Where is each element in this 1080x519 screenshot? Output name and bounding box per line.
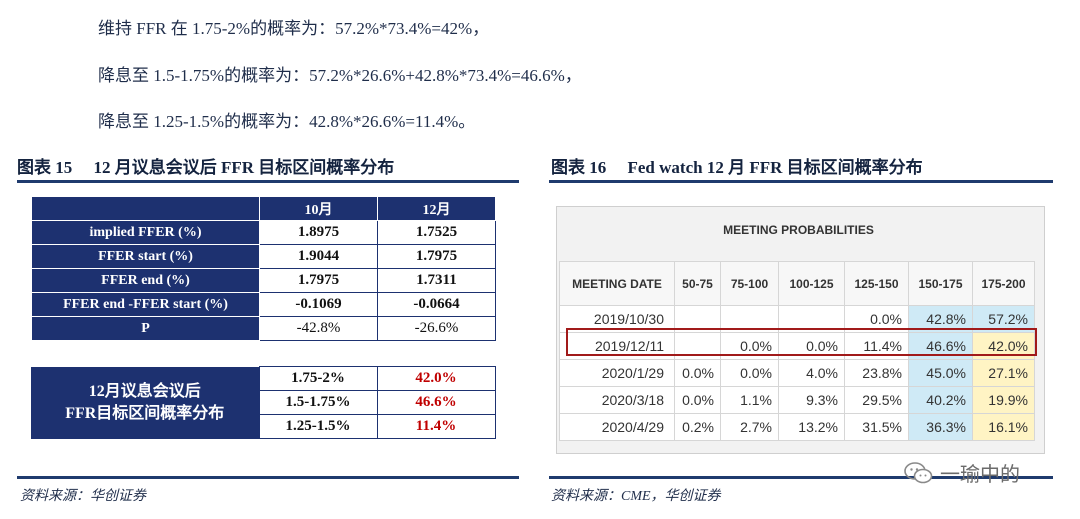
- row-label: implied FFER (%): [31, 220, 260, 245]
- row-value: 1.7311: [377, 268, 496, 293]
- highlighted-row-outline: [566, 328, 1037, 356]
- probability-cell: 42.0%: [376, 366, 496, 391]
- figure15-title-rule: [17, 180, 519, 183]
- probability-cell: 29.5%: [844, 386, 909, 414]
- probability-cell: 0.0%: [674, 386, 721, 414]
- distribution-label: 12月议息会议后 FFR目标区间概率分布: [31, 366, 259, 439]
- distribution-label-line1: 12月议息会议后: [88, 382, 201, 400]
- table-row: FFER end (%) 1.7975 1.7311: [31, 268, 496, 293]
- row-value: 1.9044: [259, 244, 378, 269]
- col-header-oct: 10月: [259, 196, 378, 221]
- probability-cell: 13.2%: [778, 413, 845, 441]
- col-header: 50-75: [674, 261, 721, 306]
- figure15-stats-table: 10月 12月 implied FFER (%) 1.8975 1.7525 F…: [31, 196, 496, 341]
- col-header: 175-200: [972, 261, 1035, 306]
- probability-cell: 1.1%: [720, 386, 779, 414]
- table-row: 2020/1/29 0.0% 0.0% 4.0% 23.8% 45.0% 27.…: [559, 359, 1035, 387]
- col-header: 75-100: [720, 261, 779, 306]
- probability-cell: 0.2%: [674, 413, 721, 441]
- figure16-title: 图表 16 Fed watch 12 月 FFR 目标区间概率分布: [551, 158, 923, 177]
- col-header: 150-175: [908, 261, 973, 306]
- empty-header-cell: [31, 196, 260, 221]
- range-cell: 1.75-2%: [258, 366, 378, 391]
- table-row: FFER start (%) 1.9044 1.7975: [31, 244, 496, 269]
- table-row: 12月议息会议后 FFR目标区间概率分布 1.75-2% 42.0%: [31, 366, 496, 439]
- probability-cell: 9.3%: [778, 386, 845, 414]
- figure15-distribution-table: 12月议息会议后 FFR目标区间概率分布 1.75-2% 42.0% 1.5-1…: [31, 366, 496, 439]
- table-row: 2020/4/29 0.2% 2.7% 13.2% 31.5% 36.3% 16…: [559, 413, 1035, 441]
- probability-cell: 45.0%: [908, 359, 973, 387]
- table-row: 2020/3/18 0.0% 1.1% 9.3% 29.5% 40.2% 19.…: [559, 386, 1035, 414]
- figure16-source: 资料来源：CME，华创证券: [551, 489, 721, 504]
- col-header: 125-150: [844, 261, 909, 306]
- row-value: 1.7975: [259, 268, 378, 293]
- row-value: -42.8%: [259, 316, 378, 341]
- row-value: 1.8975: [259, 220, 378, 245]
- table-row: P -42.8% -26.6%: [31, 316, 496, 341]
- range-cell: 1.25-1.5%: [258, 414, 378, 439]
- probability-cell: 0.0%: [674, 359, 721, 387]
- meeting-date-cell: 2020/1/29: [559, 359, 675, 387]
- text-line-2: 降息至 1.5-1.75%的概率为：57.2%*26.6%+42.8%*73.4…: [98, 66, 582, 85]
- row-value: -26.6%: [377, 316, 496, 341]
- text-line-3: 降息至 1.25-1.5%的概率为：42.8%*26.6%=11.4%。: [98, 112, 476, 131]
- row-label: FFER end -FFER start (%): [31, 292, 260, 317]
- row-value: -0.0664: [377, 292, 496, 317]
- row-value: 1.7525: [377, 220, 496, 245]
- table-header-row: 10月 12月: [31, 196, 496, 221]
- col-header: 100-125: [778, 261, 845, 306]
- table-row: FFER end -FFER start (%) -0.1069 -0.0664: [31, 292, 496, 317]
- text-line-1: 维持 FFR 在 1.75-2%的概率为：57.2%*73.4%=42%，: [98, 19, 490, 38]
- col-header: MEETING DATE: [559, 261, 675, 306]
- watermark: 一瑜中的: [904, 458, 1020, 490]
- row-value: -0.1069: [259, 292, 378, 317]
- distribution-label-line2: FFR目标区间概率分布: [65, 404, 225, 422]
- table-row: 1.25-1.5% 11.4%: [31, 414, 496, 439]
- wechat-icon: [904, 461, 934, 490]
- table-header-row: MEETING DATE 50-75 75-100 100-125 125-15…: [559, 261, 1035, 306]
- row-label: FFER end (%): [31, 268, 260, 293]
- figure15-title: 图表 15 12 月议息会议后 FFR 目标区间概率分布: [17, 158, 395, 177]
- figure16-title-rule: [549, 180, 1053, 183]
- range-cell: 1.5-1.75%: [258, 390, 378, 415]
- watermark-text: 一瑜中的: [940, 462, 1020, 486]
- probability-cell: 2.7%: [720, 413, 779, 441]
- table-row: implied FFER (%) 1.8975 1.7525: [31, 220, 496, 245]
- probability-cell: 19.9%: [972, 386, 1035, 414]
- probability-cell: 4.0%: [778, 359, 845, 387]
- figure15-source-rule: [17, 476, 519, 479]
- col-header-dec: 12月: [377, 196, 496, 221]
- row-label: P: [31, 316, 260, 341]
- probability-cell: 31.5%: [844, 413, 909, 441]
- panel-title: MEETING PROBABILITIES: [723, 223, 874, 237]
- probability-cell: 46.6%: [376, 390, 496, 415]
- table-row: 1.5-1.75% 46.6%: [31, 390, 496, 415]
- probability-cell: 36.3%: [908, 413, 973, 441]
- meeting-date-cell: 2020/4/29: [559, 413, 675, 441]
- row-label: FFER start (%): [31, 244, 260, 269]
- figure16-source-rule: [549, 476, 1053, 479]
- probability-cell: 23.8%: [844, 359, 909, 387]
- row-value: 1.7975: [377, 244, 496, 269]
- probability-cell: 27.1%: [972, 359, 1035, 387]
- figure15-source: 资料来源：华创证券: [20, 489, 146, 504]
- probability-cell: 16.1%: [972, 413, 1035, 441]
- meeting-date-cell: 2020/3/18: [559, 386, 675, 414]
- probability-cell: 40.2%: [908, 386, 973, 414]
- probability-cell: 11.4%: [376, 414, 496, 439]
- probability-cell: 0.0%: [720, 359, 779, 387]
